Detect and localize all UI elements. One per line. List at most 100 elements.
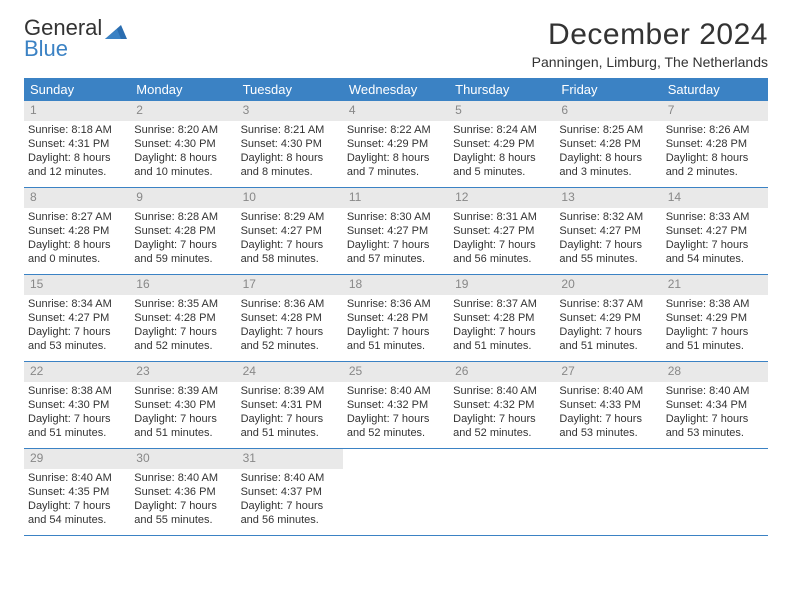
sunset-text: Sunset: 4:31 PM [241,398,339,412]
day-number: 4 [343,101,449,121]
day-body: Sunrise: 8:22 AMSunset: 4:29 PMDaylight:… [343,121,449,186]
sunrise-text: Sunrise: 8:40 AM [666,384,764,398]
day-body: Sunrise: 8:27 AMSunset: 4:28 PMDaylight:… [24,208,130,273]
daylight-line2: and 57 minutes. [347,252,445,266]
sunset-text: Sunset: 4:32 PM [453,398,551,412]
daylight-line2: and 10 minutes. [134,165,232,179]
empty-cell [555,449,661,535]
daylight-line1: Daylight: 7 hours [559,238,657,252]
daylight-line2: and 8 minutes. [241,165,339,179]
sunrise-text: Sunrise: 8:26 AM [666,123,764,137]
day-body: Sunrise: 8:31 AMSunset: 4:27 PMDaylight:… [449,208,555,273]
sunrise-text: Sunrise: 8:22 AM [347,123,445,137]
sunset-text: Sunset: 4:27 PM [559,224,657,238]
week-row: 1Sunrise: 8:18 AMSunset: 4:31 PMDaylight… [24,101,768,188]
logo: General Blue [24,18,127,60]
dayhead-thursday: Thursday [449,78,555,101]
daylight-line1: Daylight: 7 hours [347,325,445,339]
daylight-line2: and 54 minutes. [666,252,764,266]
daylight-line2: and 3 minutes. [559,165,657,179]
day-body: Sunrise: 8:40 AMSunset: 4:32 PMDaylight:… [343,382,449,447]
daylight-line1: Daylight: 8 hours [28,151,126,165]
daylight-line1: Daylight: 8 hours [559,151,657,165]
sunset-text: Sunset: 4:28 PM [666,137,764,151]
day-number: 21 [662,275,768,295]
day-cell: 20Sunrise: 8:37 AMSunset: 4:29 PMDayligh… [555,275,661,361]
day-body: Sunrise: 8:40 AMSunset: 4:36 PMDaylight:… [130,469,236,534]
day-number: 29 [24,449,130,469]
calendar-header-row: Sunday Monday Tuesday Wednesday Thursday… [24,78,768,101]
day-number: 5 [449,101,555,121]
day-body: Sunrise: 8:35 AMSunset: 4:28 PMDaylight:… [130,295,236,360]
day-body: Sunrise: 8:37 AMSunset: 4:29 PMDaylight:… [555,295,661,360]
day-number: 27 [555,362,661,382]
day-body: Sunrise: 8:38 AMSunset: 4:29 PMDaylight:… [662,295,768,360]
sunset-text: Sunset: 4:28 PM [134,311,232,325]
dayhead-saturday: Saturday [662,78,768,101]
daylight-line1: Daylight: 7 hours [347,412,445,426]
day-number: 20 [555,275,661,295]
sunset-text: Sunset: 4:27 PM [347,224,445,238]
day-number: 16 [130,275,236,295]
sunset-text: Sunset: 4:28 PM [134,224,232,238]
logo-text: General Blue [24,18,102,60]
day-number: 2 [130,101,236,121]
day-body: Sunrise: 8:30 AMSunset: 4:27 PMDaylight:… [343,208,449,273]
sunset-text: Sunset: 4:28 PM [453,311,551,325]
day-number: 8 [24,188,130,208]
sunset-text: Sunset: 4:30 PM [241,137,339,151]
daylight-line2: and 56 minutes. [241,513,339,527]
day-number: 23 [130,362,236,382]
daylight-line2: and 59 minutes. [134,252,232,266]
day-body: Sunrise: 8:40 AMSunset: 4:33 PMDaylight:… [555,382,661,447]
day-body: Sunrise: 8:39 AMSunset: 4:30 PMDaylight:… [130,382,236,447]
daylight-line1: Daylight: 7 hours [453,238,551,252]
empty-cell [662,449,768,535]
day-number: 7 [662,101,768,121]
sunrise-text: Sunrise: 8:25 AM [559,123,657,137]
day-body: Sunrise: 8:40 AMSunset: 4:35 PMDaylight:… [24,469,130,534]
day-cell: 24Sunrise: 8:39 AMSunset: 4:31 PMDayligh… [237,362,343,448]
day-body: Sunrise: 8:40 AMSunset: 4:32 PMDaylight:… [449,382,555,447]
day-cell: 13Sunrise: 8:32 AMSunset: 4:27 PMDayligh… [555,188,661,274]
sunset-text: Sunset: 4:29 PM [666,311,764,325]
day-cell: 7Sunrise: 8:26 AMSunset: 4:28 PMDaylight… [662,101,768,187]
day-body: Sunrise: 8:18 AMSunset: 4:31 PMDaylight:… [24,121,130,186]
day-body: Sunrise: 8:25 AMSunset: 4:28 PMDaylight:… [555,121,661,186]
sunrise-text: Sunrise: 8:24 AM [453,123,551,137]
daylight-line2: and 53 minutes. [28,339,126,353]
sunset-text: Sunset: 4:32 PM [347,398,445,412]
daylight-line2: and 12 minutes. [28,165,126,179]
sunrise-text: Sunrise: 8:32 AM [559,210,657,224]
daylight-line1: Daylight: 7 hours [347,238,445,252]
daylight-line1: Daylight: 7 hours [559,325,657,339]
day-cell: 27Sunrise: 8:40 AMSunset: 4:33 PMDayligh… [555,362,661,448]
day-number: 18 [343,275,449,295]
day-cell: 25Sunrise: 8:40 AMSunset: 4:32 PMDayligh… [343,362,449,448]
daylight-line2: and 7 minutes. [347,165,445,179]
sunset-text: Sunset: 4:28 PM [347,311,445,325]
daylight-line2: and 56 minutes. [453,252,551,266]
sunset-text: Sunset: 4:27 PM [28,311,126,325]
daylight-line2: and 53 minutes. [666,426,764,440]
daylight-line2: and 53 minutes. [559,426,657,440]
week-row: 15Sunrise: 8:34 AMSunset: 4:27 PMDayligh… [24,275,768,362]
daylight-line1: Daylight: 7 hours [666,238,764,252]
sunset-text: Sunset: 4:27 PM [453,224,551,238]
daylight-line2: and 51 minutes. [666,339,764,353]
daylight-line2: and 58 minutes. [241,252,339,266]
sunset-text: Sunset: 4:33 PM [559,398,657,412]
day-number: 30 [130,449,236,469]
sunset-text: Sunset: 4:29 PM [559,311,657,325]
sunrise-text: Sunrise: 8:33 AM [666,210,764,224]
daylight-line1: Daylight: 7 hours [134,238,232,252]
daylight-line2: and 51 minutes. [559,339,657,353]
day-body: Sunrise: 8:38 AMSunset: 4:30 PMDaylight:… [24,382,130,447]
sunset-text: Sunset: 4:35 PM [28,485,126,499]
sunrise-text: Sunrise: 8:27 AM [28,210,126,224]
day-number: 24 [237,362,343,382]
day-number: 11 [343,188,449,208]
day-cell: 11Sunrise: 8:30 AMSunset: 4:27 PMDayligh… [343,188,449,274]
daylight-line1: Daylight: 7 hours [241,238,339,252]
daylight-line1: Daylight: 7 hours [134,325,232,339]
